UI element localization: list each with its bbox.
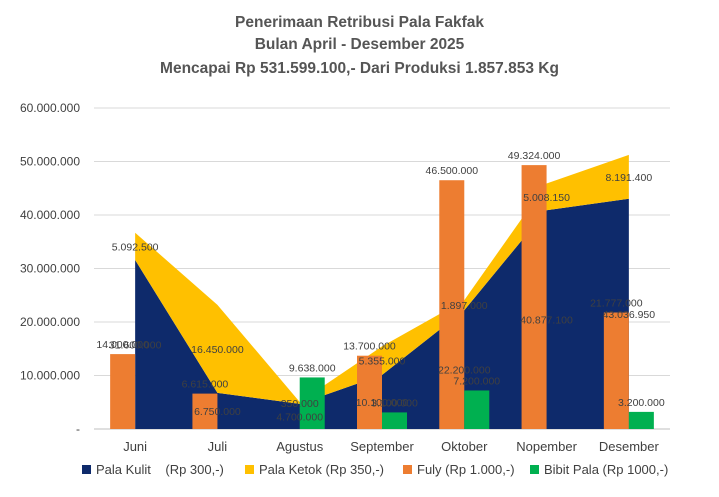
x-tick-label: Juni [123, 439, 147, 454]
chart-plot: - 10.000.000 20.000.000 30.000.000 40.000.00… [20, 101, 670, 454]
data-label-pala-ketok: 5.355.000 [359, 356, 406, 368]
data-label-fuly: 14.000.000 [96, 339, 149, 351]
data-label-bibit-pala: 3.100.000 [371, 397, 418, 409]
data-label-fuly: 49.324.000 [508, 150, 561, 162]
bar-fuly [521, 165, 547, 430]
data-label-pala-ketok: 16.450.000 [191, 344, 244, 356]
y-tick-label: 40.000.000 [20, 208, 80, 222]
legend-swatch [245, 465, 254, 474]
data-label-pala-ketok: 8.191.400 [605, 172, 652, 184]
y-tick-label: 20.000.000 [20, 315, 80, 329]
bar-bibit-pala [299, 377, 325, 429]
data-label-fuly: 6.615.000 [182, 379, 229, 391]
legend-item-pala-ketok: Pala Ketok (Rp 350,-) [245, 462, 384, 477]
bar-bibit-pala [464, 390, 490, 429]
legend-swatch [403, 465, 412, 474]
x-tick-label: September [350, 439, 414, 454]
data-label-bibit-pala: 3.200.000 [618, 397, 665, 409]
legend-swatch [530, 465, 539, 474]
data-label-bibit-pala: 7.200.000 [453, 375, 500, 387]
data-label-fuly: 13.700.000 [343, 341, 396, 353]
data-label-pala-kulit: 31.600.000 [109, 339, 162, 351]
data-label-pala-kulit: 40.877.100 [520, 315, 573, 327]
legend-item-fuly: Fuly (Rp 1.000,-) [403, 462, 515, 477]
bar-fuly [439, 180, 465, 429]
data-label-fuly: 21.777.000 [590, 297, 643, 309]
area-series-pala-ketok [135, 154, 629, 404]
y-tick-label: 10.000.000 [20, 369, 80, 383]
data-label-pala-ketok: 1.897.000 [441, 300, 488, 312]
x-tick-label: Oktober [441, 439, 488, 454]
legend-label: Pala Kulit (Rp 300,-) [96, 462, 224, 477]
bar-fuly [110, 354, 136, 429]
data-label-pala-ketok: 5.092.500 [112, 241, 159, 253]
x-tick-label: Juli [208, 439, 228, 454]
area-series-pala-kulit [135, 198, 629, 429]
chart-legend: Pala Kulit (Rp 300,-) Pala Ketok (Rp 350… [0, 462, 719, 484]
data-label-bibit-pala: 9.638.000 [289, 362, 336, 374]
y-tick-label: 50.000.000 [20, 155, 80, 169]
y-tick-label: - [76, 422, 80, 436]
bar-bibit-pala [628, 411, 654, 429]
bar-fuly [603, 312, 629, 429]
chart-title-line-1: Penerimaan Retribusi Pala Fakfak [235, 14, 484, 31]
bar-fuly [192, 393, 218, 429]
data-label-pala-ketok: 5.008.150 [523, 192, 570, 204]
x-tick-label: Desember [599, 439, 660, 454]
data-label-pala-kulit: 43.036.950 [603, 309, 656, 321]
bar-fuly [357, 355, 382, 429]
bar-bibit-pala [382, 412, 407, 429]
data-label-pala-kulit: 4.700.000 [276, 411, 323, 423]
data-label-pala-kulit: 6.750.000 [194, 406, 241, 418]
legend-item-pala-kulit: Pala Kulit (Rp 300,-) [82, 462, 224, 477]
chart-title-line-2: Bulan April - Desember 2025 [254, 36, 465, 53]
data-label-fuly: 46.500.000 [426, 165, 479, 177]
legend-label: Pala Ketok (Rp 350,-) [259, 462, 385, 477]
legend-swatch [82, 465, 91, 474]
data-label-pala-kulit: 10.100.000 [356, 397, 409, 409]
data-label-pala-ketok: 350.000 [281, 398, 319, 410]
y-tick-label: 30.000.000 [20, 262, 80, 276]
chart-title-line-3: Mencapai Rp 531.599.100,- Dari Produksi … [160, 60, 559, 77]
y-tick-label: 60.000.000 [20, 101, 80, 115]
x-tick-label: Agustus [276, 439, 323, 454]
legend-label: Fuly (Rp 1.000,-) [417, 462, 515, 477]
x-tick-label: Nopember [516, 439, 577, 454]
data-label-pala-kulit: 22.200.000 [438, 365, 491, 377]
legend-item-bibit-pala: Bibit Pala (Rp 1000,-) [530, 462, 668, 477]
legend-label: Bibit Pala (Rp 1000,-) [544, 462, 669, 477]
